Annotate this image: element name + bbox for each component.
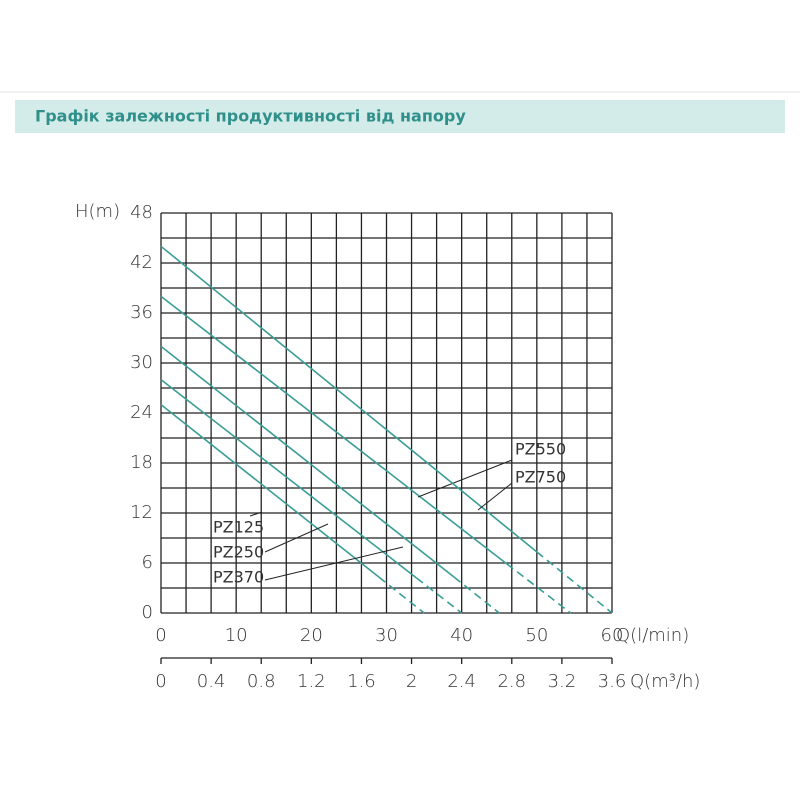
series-label: PZ250 [213, 543, 264, 562]
leader-line [477, 482, 513, 511]
series-line [416, 577, 463, 614]
y-tick-label: 6 [142, 552, 153, 573]
leader-line [264, 523, 329, 553]
x2-tick-label: 1.2 [297, 671, 326, 692]
x-tick-label: 40 [450, 625, 473, 646]
x-tick-label: 20 [300, 625, 323, 646]
y-tick-label: 24 [130, 402, 153, 423]
x2-tick-label: 0 [155, 671, 166, 692]
series-line [160, 404, 380, 578]
x2-tick-label: 3.6 [598, 671, 627, 692]
x2-tick-label: 0.8 [247, 671, 276, 692]
x-tick-label: 0 [155, 625, 166, 646]
x2-tick-label: 2.8 [497, 671, 526, 692]
series-line [160, 295, 508, 565]
x-tick-label: 50 [525, 625, 548, 646]
x2-axis-label: Q(m³/h) [630, 671, 700, 692]
series-line [378, 576, 425, 614]
header-band [15, 100, 785, 133]
series-line [160, 379, 418, 579]
y-tick-label: 0 [142, 602, 153, 623]
series-line [506, 563, 572, 614]
series-line [453, 576, 500, 614]
series-line [160, 245, 538, 553]
y-axis-label: H(m) [75, 201, 120, 222]
x2-tick-label: 2.4 [447, 671, 476, 692]
x-tick-label: 10 [225, 625, 248, 646]
y-tick-label: 18 [130, 452, 153, 473]
leader-line [249, 511, 263, 517]
header-title: Графік залежності продуктивності від нап… [35, 107, 466, 126]
leader-line [264, 546, 404, 581]
series-label: PZ125 [213, 518, 264, 537]
x-tick-label: 30 [375, 625, 398, 646]
x-tick-label: 60 [601, 625, 624, 646]
x2-tick-label: 3.2 [548, 671, 577, 692]
y-tick-label: 42 [130, 252, 153, 273]
x-axis-label: Q(l/min) [616, 625, 689, 646]
series-label: PZ750 [515, 468, 566, 487]
y-tick-label: 48 [130, 202, 153, 223]
series-line [160, 345, 455, 578]
x2-tick-label: 1.6 [347, 671, 376, 692]
y-tick-label: 30 [130, 352, 153, 373]
series-line [536, 551, 613, 614]
series-label: PZ370 [213, 568, 264, 587]
x2-tick-label: 0.4 [197, 671, 226, 692]
y-tick-label: 12 [130, 502, 153, 523]
series-label: PZ550 [515, 440, 566, 459]
y-tick-label: 36 [130, 302, 153, 323]
x2-tick-label: 2 [406, 671, 417, 692]
leader-line [417, 459, 513, 498]
